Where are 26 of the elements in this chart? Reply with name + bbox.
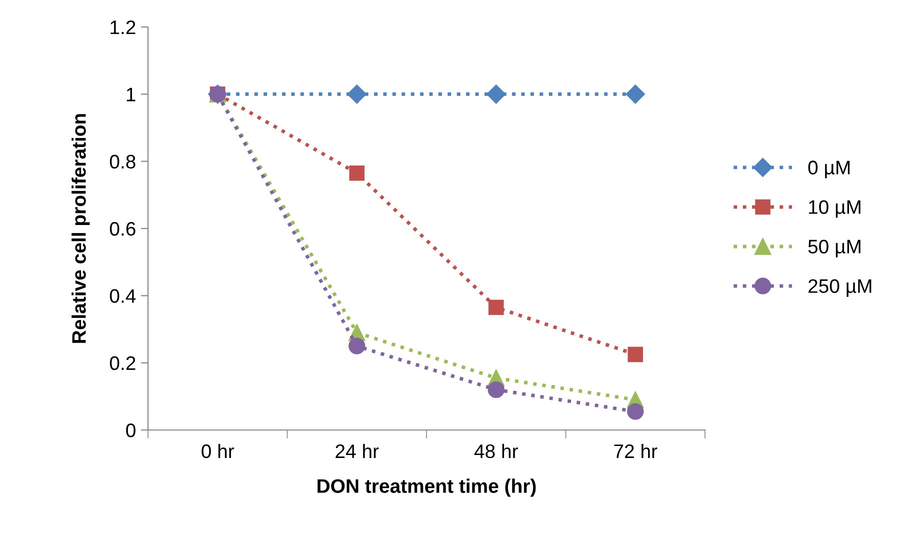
point [347, 84, 366, 104]
point [349, 165, 365, 181]
y-tick-label: 0.2 [110, 356, 136, 370]
legend-label: 10 µM [809, 200, 860, 218]
point [628, 346, 644, 362]
point [486, 84, 506, 104]
legend-label: 0 µM [808, 160, 850, 178]
point [348, 338, 366, 354]
x-tick-label: 0 hr [202, 444, 234, 458]
y-tick-label: 0.8 [110, 154, 136, 169]
legend-label: 250 µM [808, 279, 872, 297]
y-tick-label: 1 [126, 88, 136, 102]
point [627, 403, 644, 420]
x-tick-label: 72 hr [614, 444, 658, 458]
y-tick-label: 0.4 [110, 289, 136, 303]
legend-label: 50 µM [808, 240, 860, 258]
x-tick-label: 48 hr [474, 444, 518, 458]
point [626, 84, 645, 104]
y-axis-title: Relative cell proliferation [72, 114, 90, 343]
x-tick-label: 24 hr [336, 444, 379, 458]
point [488, 300, 504, 316]
point [488, 381, 504, 398]
y-tick-label: 1.2 [110, 20, 136, 34]
x-axis-title: DON treatment time (hr) [318, 478, 536, 497]
y-tick-label: 0 [126, 423, 136, 438]
y-tick-label: 0.6 [110, 222, 136, 236]
